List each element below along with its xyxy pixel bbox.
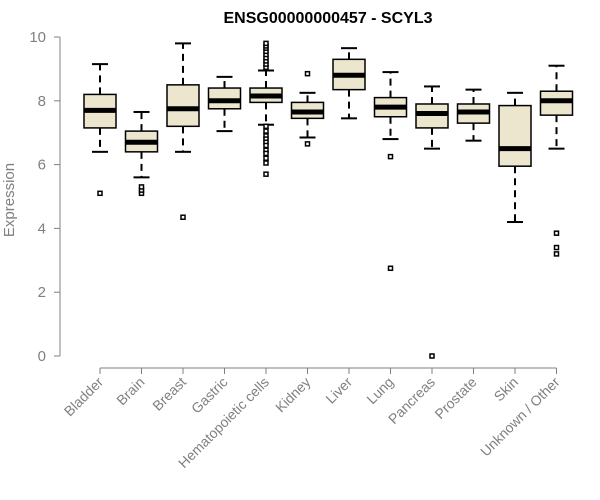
iqr-box (498, 104, 532, 167)
outlier-point (263, 171, 269, 177)
outlier-point (263, 155, 269, 161)
x-tick-label: Brain (113, 374, 147, 408)
box-gastric (207, 75, 242, 133)
outlier-point (263, 123, 269, 130)
outlier-point (304, 70, 311, 77)
y-tick-label: 4 (38, 220, 46, 237)
x-tick-label: Skin (491, 374, 522, 405)
y-tick-label: 2 (38, 284, 46, 301)
box-unknown-other (539, 64, 574, 257)
x-tick-label: Bladder (61, 374, 107, 420)
y-axis-title: Expression (1, 163, 18, 237)
box-pancreas (415, 85, 449, 359)
box-lung (373, 71, 408, 272)
outlier-point (263, 160, 269, 166)
box-skin (498, 91, 532, 224)
y-tick-label: 6 (38, 157, 46, 174)
y-tick-label: 8 (38, 93, 46, 110)
x-tick-label: Kidney (272, 374, 314, 416)
box-liver (332, 47, 366, 120)
outlier-point (304, 141, 311, 147)
x-tick-label: Unknown / Other (477, 374, 563, 460)
outlier-point (180, 214, 186, 220)
boxes-group (83, 40, 574, 359)
outlier-point (263, 128, 269, 134)
outlier-point (387, 265, 394, 272)
box-prostate (456, 88, 491, 142)
iqr-box (166, 84, 200, 128)
box-breast (166, 42, 200, 220)
box-brain (124, 110, 159, 197)
outlier-point (263, 142, 269, 149)
x-tick-label: Prostate (431, 374, 479, 422)
outlier-point (553, 244, 560, 251)
outlier-point (97, 190, 103, 197)
x-tick-label: Breast (149, 374, 189, 414)
outlier-point (553, 230, 560, 236)
chart-title: ENSG00000000457 - SCYL3 (223, 10, 432, 27)
x-tick-label: Liver (322, 374, 355, 407)
box-kidney (290, 70, 325, 147)
outlier-point (553, 251, 560, 257)
x-tick-label: Lung (363, 374, 396, 407)
outlier-point (263, 150, 269, 157)
box-hematopoietic-cells (249, 40, 283, 177)
outlier-point (387, 153, 394, 160)
outlier-point (138, 184, 145, 190)
y-tick-label: 10 (29, 29, 46, 46)
outlier-point (429, 353, 435, 359)
box-bladder (83, 63, 117, 197)
y-tick-label: 0 (38, 348, 46, 365)
outlier-point (263, 40, 269, 47)
